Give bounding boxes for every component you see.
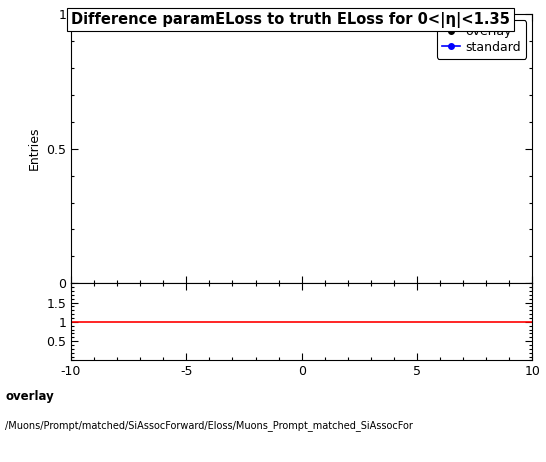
Text: /Muons/Prompt/matched/SiAssocForward/Eloss/Muons_Prompt_matched_SiAssocFor: /Muons/Prompt/matched/SiAssocForward/Elo… — [5, 420, 413, 432]
Text: Difference paramELoss to truth ELoss for 0<|η|<1.35: Difference paramELoss to truth ELoss for… — [71, 12, 510, 28]
Legend: overlay, standard: overlay, standard — [437, 20, 526, 59]
Text: overlay: overlay — [5, 390, 54, 403]
Y-axis label: Entries: Entries — [27, 127, 40, 170]
